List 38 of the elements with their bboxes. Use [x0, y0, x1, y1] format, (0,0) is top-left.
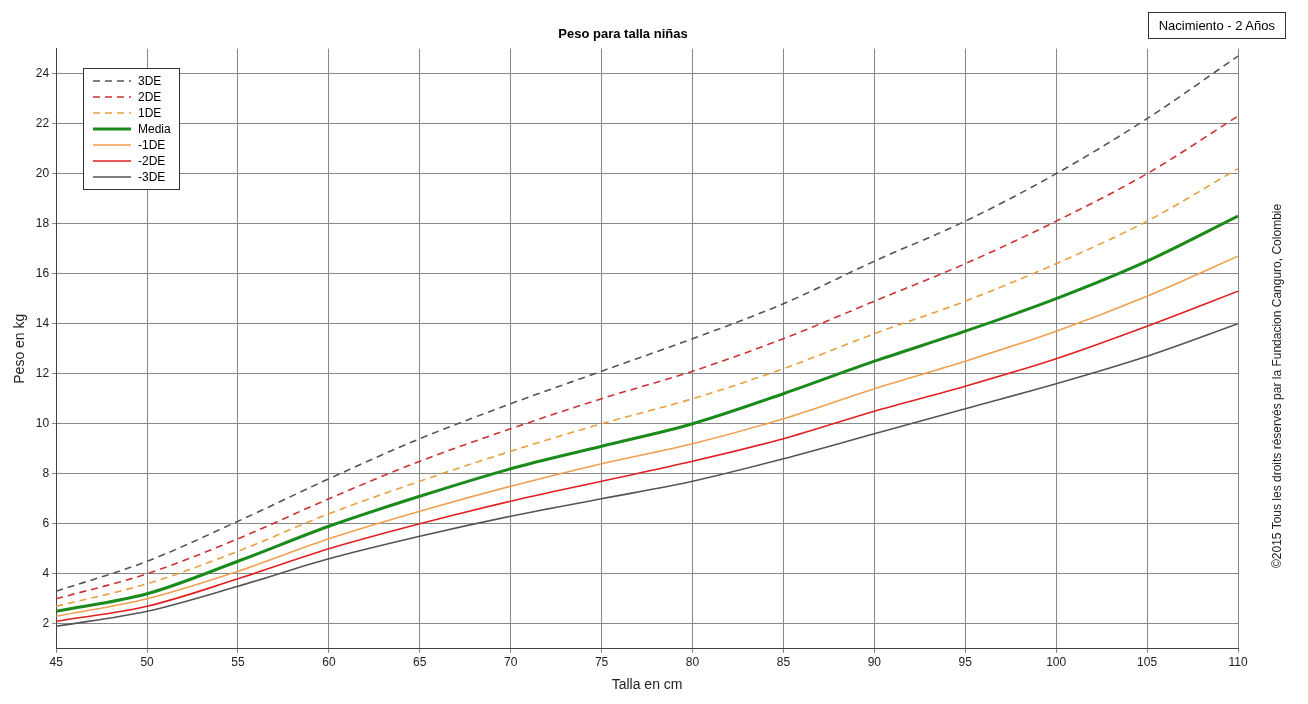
y-tick-label: 12: [35, 366, 50, 381]
x-tick-label: 70: [504, 655, 518, 670]
x-tick-label: 110: [1228, 655, 1248, 670]
chart-title: Peso para talla niñas: [558, 26, 688, 42]
x-tick-label: 95: [958, 655, 973, 670]
x-tick-label: 100: [1046, 655, 1067, 670]
y-tick-label: 14: [35, 316, 50, 330]
y-axis-title: Peso en kg: [11, 313, 28, 384]
x-tick-label: 65: [413, 655, 427, 670]
y-tick-label: 4: [42, 566, 50, 581]
legend-label: 2DE: [138, 90, 162, 104]
x-axis-title: Talla en cm: [611, 676, 683, 693]
legend-label: -1DE: [138, 138, 166, 152]
y-tick-label: 20: [35, 165, 50, 180]
legend-label: 3DE: [138, 74, 162, 88]
y-tick-label: 22: [35, 115, 50, 130]
x-tick-label: 75: [594, 655, 609, 670]
x-tick-label: 50: [140, 655, 155, 670]
x-tick-label: 85: [776, 655, 791, 670]
x-tick-label: 60: [322, 655, 336, 670]
x-tick-label: 105: [1137, 655, 1158, 670]
y-tick-label: 8: [42, 466, 50, 481]
y-tick-label: 24: [35, 65, 50, 80]
text: ©2015 Tous les droits réservés par la Fundacion Canguro, Colombie: [1270, 203, 1284, 568]
y-tick-label: 6: [42, 516, 50, 531]
legend-label: 1DE: [138, 106, 162, 120]
y-tick-label: 16: [35, 265, 50, 280]
legend-label: -2DE: [138, 154, 166, 168]
y-tick-label: 18: [35, 215, 50, 230]
y-tick-label: 10: [35, 416, 50, 431]
legend-label: -3DE: [138, 170, 166, 184]
legend-label: Media: [138, 122, 171, 136]
x-tick-label: 45: [49, 655, 64, 670]
y-tick-label: 2: [42, 616, 50, 631]
text: Nacimiento - 2 Años: [1147, 12, 1286, 39]
x-tick-label: 55: [231, 655, 245, 670]
x-tick-label: 80: [685, 655, 700, 670]
x-tick-label: 90: [867, 655, 882, 670]
